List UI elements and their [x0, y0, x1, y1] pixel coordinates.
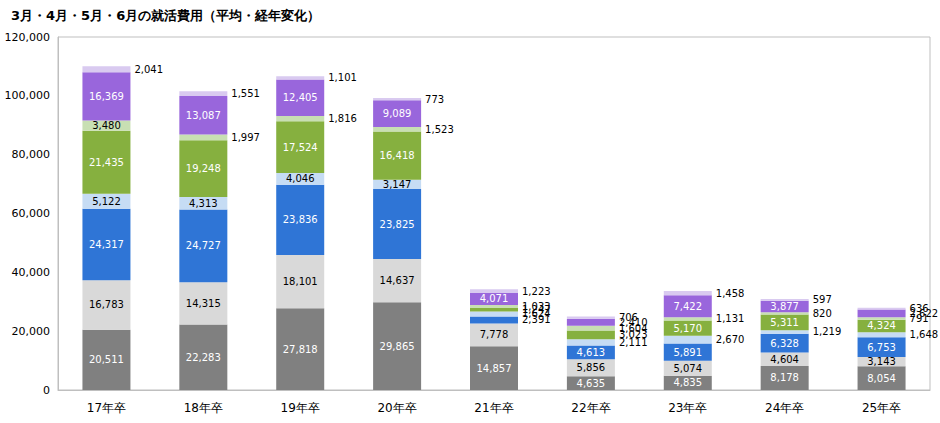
- svg-text:106,647: 106,647: [273, 59, 328, 73]
- svg-text:5,074: 5,074: [673, 363, 702, 374]
- svg-text:110,058: 110,058: [79, 49, 134, 63]
- svg-text:3,147: 3,147: [383, 179, 412, 190]
- svg-text:20,000: 20,000: [12, 325, 51, 338]
- svg-text:820: 820: [813, 308, 832, 319]
- svg-text:3,877: 3,877: [770, 301, 799, 312]
- svg-text:23,836: 23,836: [283, 214, 318, 225]
- svg-text:24,958: 24,958: [568, 300, 614, 314]
- svg-text:1,033: 1,033: [522, 301, 551, 312]
- svg-text:597: 597: [813, 294, 832, 305]
- svg-text:14,637: 14,637: [380, 275, 415, 286]
- svg-text:636: 636: [910, 303, 929, 314]
- svg-text:22,283: 22,283: [186, 352, 221, 363]
- svg-text:4,835: 4,835: [673, 377, 702, 388]
- svg-text:4,324: 4,324: [867, 320, 896, 331]
- svg-text:5,311: 5,311: [770, 317, 799, 328]
- svg-text:20年卒: 20年卒: [377, 401, 416, 415]
- svg-text:6,753: 6,753: [867, 342, 896, 353]
- svg-text:2,041: 2,041: [134, 64, 163, 75]
- svg-text:1,131: 1,131: [716, 313, 745, 324]
- svg-text:1,101: 1,101: [328, 72, 357, 83]
- svg-text:0: 0: [43, 384, 50, 397]
- svg-text:1,816: 1,816: [328, 113, 357, 124]
- svg-text:19年卒: 19年卒: [281, 401, 320, 415]
- svg-text:1,223: 1,223: [522, 286, 551, 297]
- svg-text:16,369: 16,369: [89, 91, 124, 102]
- svg-text:3,143: 3,143: [867, 356, 896, 367]
- svg-text:16,418: 16,418: [380, 150, 415, 161]
- svg-text:3,023: 3,023: [618, 329, 648, 341]
- svg-text:3月・4月・5月・6月の就活費用（平均・経年変化）: 3月・4月・5月・6月の就活費用（平均・経年変化）: [11, 8, 320, 23]
- svg-text:27,818: 27,818: [283, 344, 318, 355]
- svg-text:5,891: 5,891: [673, 347, 702, 358]
- svg-text:4,635: 4,635: [577, 378, 606, 389]
- svg-text:2,391: 2,391: [522, 314, 551, 326]
- svg-text:4,071: 4,071: [480, 293, 509, 304]
- svg-text:27,971: 27,971: [858, 291, 904, 305]
- svg-text:21年卒: 21年卒: [474, 401, 513, 415]
- svg-text:22年卒: 22年卒: [571, 401, 610, 415]
- svg-text:29,865: 29,865: [380, 341, 415, 352]
- svg-text:80,000: 80,000: [12, 148, 51, 161]
- svg-text:23年卒: 23年卒: [668, 401, 707, 415]
- svg-text:60,000: 60,000: [12, 207, 51, 220]
- svg-text:1,551: 1,551: [231, 88, 260, 99]
- svg-text:706: 706: [619, 312, 638, 323]
- svg-text:25年卒: 25年卒: [862, 401, 901, 415]
- svg-text:30,934: 30,934: [762, 282, 808, 296]
- svg-text:13,087: 13,087: [186, 110, 221, 121]
- svg-text:19,248: 19,248: [186, 163, 221, 174]
- svg-text:100,000: 100,000: [5, 89, 51, 102]
- svg-text:14,857: 14,857: [477, 363, 512, 374]
- svg-text:5,122: 5,122: [92, 196, 121, 207]
- svg-text:24年卒: 24年卒: [765, 401, 804, 415]
- svg-text:99,277: 99,277: [374, 81, 420, 95]
- svg-text:1,523: 1,523: [425, 124, 454, 135]
- svg-text:1,997: 1,997: [231, 132, 260, 143]
- svg-text:6,328: 6,328: [770, 338, 799, 349]
- svg-text:17年卒: 17年卒: [87, 401, 126, 415]
- svg-text:7,422: 7,422: [673, 301, 702, 312]
- svg-text:21,435: 21,435: [89, 157, 124, 168]
- svg-text:16,783: 16,783: [89, 299, 124, 310]
- svg-text:8,178: 8,178: [770, 372, 799, 383]
- svg-text:2,670: 2,670: [716, 334, 745, 345]
- svg-text:24,317: 24,317: [89, 239, 124, 250]
- svg-text:18年卒: 18年卒: [184, 401, 223, 415]
- svg-text:8,054: 8,054: [867, 373, 896, 384]
- svg-text:4,604: 4,604: [770, 354, 799, 365]
- svg-text:34,224: 34,224: [471, 272, 517, 286]
- svg-text:23,825: 23,825: [380, 219, 415, 230]
- svg-text:2,111: 2,111: [618, 337, 648, 348]
- svg-text:33,651: 33,651: [665, 274, 711, 288]
- svg-text:3,480: 3,480: [92, 120, 121, 131]
- svg-text:1,458: 1,458: [716, 288, 745, 299]
- svg-text:4,313: 4,313: [189, 198, 218, 209]
- svg-text:40,000: 40,000: [12, 266, 51, 279]
- svg-text:1,648: 1,648: [910, 329, 939, 340]
- svg-text:5,856: 5,856: [577, 362, 606, 373]
- svg-text:773: 773: [425, 94, 444, 105]
- svg-text:24,727: 24,727: [186, 240, 221, 251]
- svg-text:17,524: 17,524: [283, 142, 318, 153]
- svg-text:14,315: 14,315: [186, 298, 221, 309]
- svg-text:1,604: 1,604: [618, 322, 648, 334]
- svg-text:18,101: 18,101: [283, 276, 318, 287]
- svg-text:4,613: 4,613: [577, 347, 606, 358]
- svg-text:1,219: 1,219: [813, 326, 842, 337]
- svg-text:5,170: 5,170: [673, 323, 702, 334]
- svg-text:120,000: 120,000: [5, 31, 51, 44]
- svg-text:4,046: 4,046: [286, 173, 315, 184]
- svg-text:101,521: 101,521: [176, 74, 231, 88]
- svg-text:9,089: 9,089: [383, 108, 412, 119]
- svg-text:12,405: 12,405: [283, 92, 318, 103]
- svg-text:7,778: 7,778: [480, 329, 509, 340]
- svg-text:20,511: 20,511: [89, 354, 124, 365]
